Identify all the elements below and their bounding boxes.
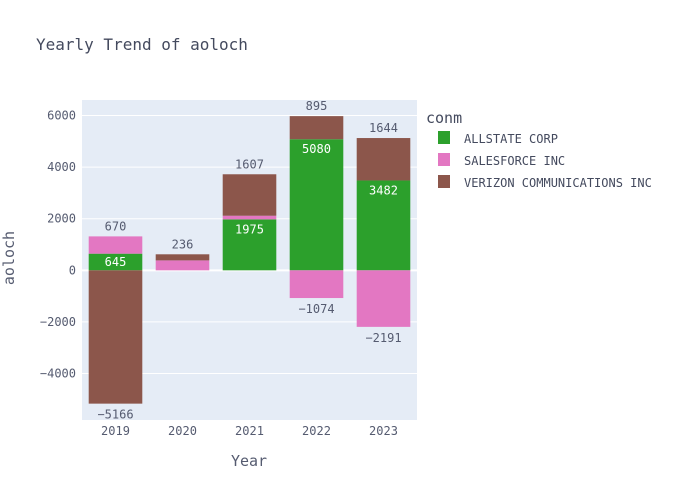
bar-salesforce-inc[interactable] [356,270,411,327]
legend-item-allstate-corp[interactable]: ALLSTATE CORP [464,132,558,146]
x-axis-title: Year [231,452,267,470]
y-tick-label: 2000 [47,212,76,226]
bar-salesforce-inc[interactable] [289,270,344,299]
data-label: 1975 [235,222,264,236]
bar-allstate-corp[interactable] [289,139,344,271]
data-label: −2191 [365,331,401,345]
bar-allstate-corp[interactable] [222,219,277,271]
data-label: 670 [105,219,127,233]
legend-swatch-allstate-corp[interactable] [438,131,450,144]
y-axis-title: aoloch [0,231,18,285]
y-tick-label: 6000 [47,108,76,122]
x-tick-label: 2019 [101,424,130,438]
y-tick-label: −2000 [40,315,76,329]
bar-verizon-communications-inc[interactable] [356,138,411,181]
bar-verizon-communications-inc[interactable] [155,254,210,261]
bar-allstate-corp[interactable] [356,180,411,271]
chart-title: Yearly Trend of aoloch [36,35,248,54]
data-label: 5080 [302,142,331,156]
legend-item-verizon-communications-inc[interactable]: VERIZON COMMUNICATIONS INC [464,176,652,190]
bar-verizon-communications-inc[interactable] [222,174,277,216]
y-tick-label: 4000 [47,160,76,174]
bar-allstate-corp[interactable] [88,253,143,271]
y-tick-label: −4000 [40,367,76,381]
bar-salesforce-inc[interactable] [222,215,277,220]
data-label: 645 [105,255,127,269]
legend-swatch-verizon-communications-inc[interactable] [438,175,450,188]
bar-verizon-communications-inc[interactable] [289,116,344,140]
x-tick-label: 2022 [302,424,331,438]
data-label: 895 [306,99,328,113]
legend-swatch-salesforce-inc[interactable] [438,153,450,166]
data-label: 3482 [369,183,398,197]
data-label: 1644 [369,121,398,135]
bar-salesforce-inc[interactable] [155,260,210,271]
bar-verizon-communications-inc[interactable] [88,270,143,404]
legend-title: conm [426,109,462,127]
x-tick-label: 2021 [235,424,264,438]
data-label: 236 [172,237,194,251]
x-tick-label: 2023 [369,424,398,438]
data-label: −1074 [298,302,334,316]
data-label: 1607 [235,157,264,171]
bar-salesforce-inc[interactable] [88,236,143,254]
legend-item-salesforce-inc[interactable]: SALESFORCE INC [464,154,565,168]
data-label: −5166 [97,408,133,422]
x-tick-label: 2020 [168,424,197,438]
y-tick-label: 0 [69,263,76,277]
